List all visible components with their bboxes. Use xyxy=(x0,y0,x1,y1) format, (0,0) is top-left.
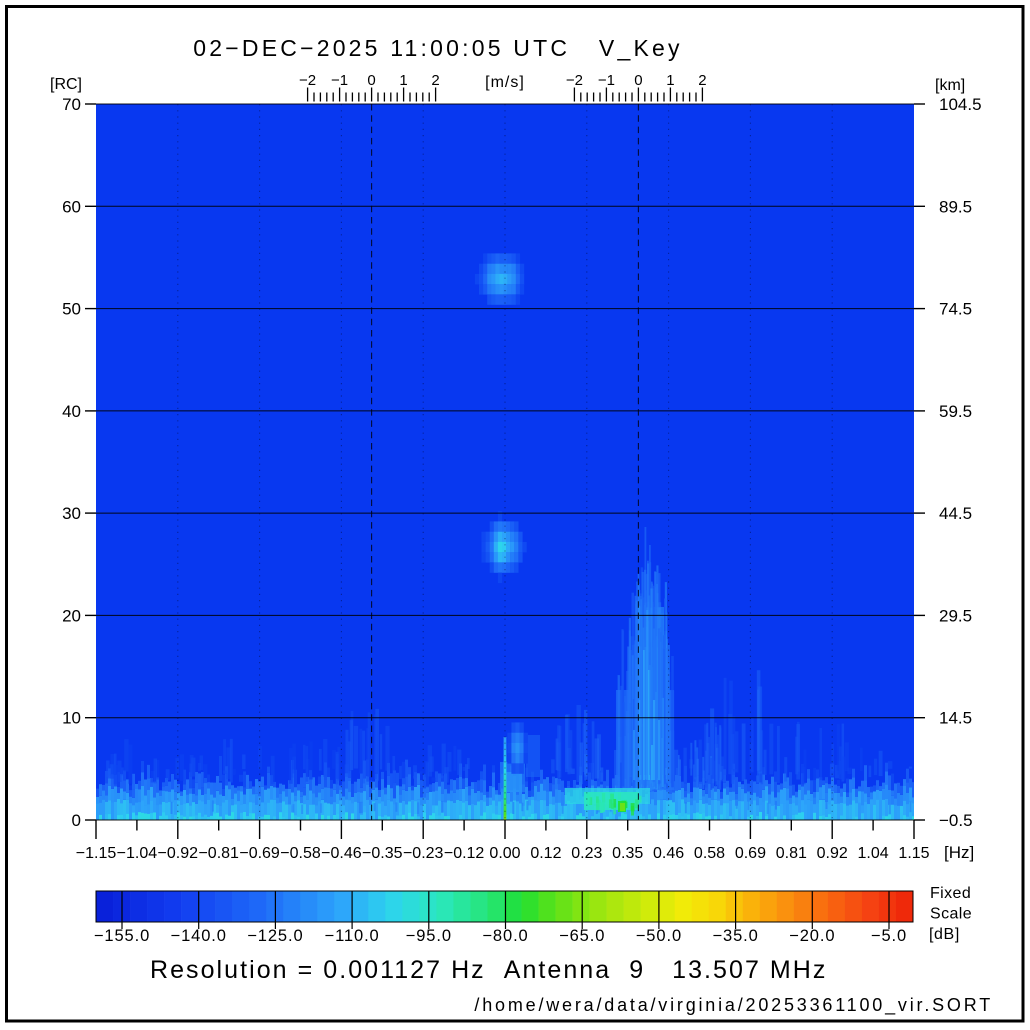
svg-text:−2: −2 xyxy=(299,72,316,89)
svg-text:0.12: 0.12 xyxy=(530,845,561,862)
svg-text:104.5: 104.5 xyxy=(939,95,982,114)
svg-text:0.81: 0.81 xyxy=(776,845,807,862)
svg-text:0: 0 xyxy=(634,72,642,89)
svg-text:−1.04: −1.04 xyxy=(117,845,158,862)
svg-text:[dB]: [dB] xyxy=(929,926,960,943)
svg-text:30: 30 xyxy=(62,504,81,523)
svg-text:−0.58: −0.58 xyxy=(280,845,321,862)
svg-text:−110.0: −110.0 xyxy=(325,927,380,945)
svg-text:−1: −1 xyxy=(598,72,615,89)
svg-text:−155.0: −155.0 xyxy=(94,927,150,945)
svg-text:2: 2 xyxy=(698,72,706,89)
svg-text:−140.0: −140.0 xyxy=(171,927,227,945)
svg-text:14.5: 14.5 xyxy=(939,709,972,728)
svg-text:−0.92: −0.92 xyxy=(158,845,199,862)
svg-text:0.46: 0.46 xyxy=(653,845,684,862)
svg-text:02−DEC−2025 11:00:05 UTC V_K: 02−DEC−2025 11:00:05 UTC V_Key xyxy=(193,35,682,61)
svg-text:0: 0 xyxy=(72,811,81,830)
svg-text:−80.0: −80.0 xyxy=(482,927,528,945)
svg-text:0.23: 0.23 xyxy=(571,845,602,862)
svg-text:Resolution = 0.001127 Hz Ante: Resolution = 0.001127 Hz Antenna 9 13.50… xyxy=(150,956,827,984)
svg-text:40: 40 xyxy=(62,402,81,421)
svg-text:Scale: Scale xyxy=(930,906,972,923)
svg-text:[RC]: [RC] xyxy=(50,76,82,93)
svg-text:[m/s]: [m/s] xyxy=(485,74,525,91)
svg-text:−0.12: −0.12 xyxy=(444,845,485,862)
svg-text:/home/wera/data/virginia/20253: /home/wera/data/virginia/20253361100_vir… xyxy=(474,995,993,1016)
svg-text:−0.23: −0.23 xyxy=(403,845,444,862)
svg-text:1.15: 1.15 xyxy=(898,845,929,862)
svg-text:0.69: 0.69 xyxy=(735,845,766,862)
svg-text:−5.0: −5.0 xyxy=(871,927,907,945)
svg-text:[km]: [km] xyxy=(935,77,965,94)
svg-text:70: 70 xyxy=(62,95,81,114)
svg-text:−0.81: −0.81 xyxy=(198,845,239,862)
svg-text:59.5: 59.5 xyxy=(939,402,972,421)
svg-text:−0.46: −0.46 xyxy=(321,845,362,862)
svg-text:2: 2 xyxy=(431,72,439,89)
svg-text:0.35: 0.35 xyxy=(612,845,643,862)
svg-text:0.92: 0.92 xyxy=(817,845,848,862)
svg-text:29.5: 29.5 xyxy=(939,606,972,625)
svg-text:−1.15: −1.15 xyxy=(76,845,117,862)
svg-text:20: 20 xyxy=(62,606,81,625)
svg-text:Fixed: Fixed xyxy=(930,885,971,902)
svg-text:−0.5: −0.5 xyxy=(939,811,973,830)
svg-text:0: 0 xyxy=(367,72,375,89)
svg-text:−50.0: −50.0 xyxy=(636,927,682,945)
svg-text:−0.35: −0.35 xyxy=(362,845,403,862)
svg-text:−95.0: −95.0 xyxy=(406,927,452,945)
svg-text:60: 60 xyxy=(62,197,81,216)
svg-text:1: 1 xyxy=(399,72,407,89)
svg-text:−65.0: −65.0 xyxy=(559,927,605,945)
svg-text:10: 10 xyxy=(62,709,81,728)
svg-text:74.5: 74.5 xyxy=(939,300,972,319)
svg-text:0.00: 0.00 xyxy=(489,845,520,862)
svg-text:1: 1 xyxy=(666,72,674,89)
svg-text:−20.0: −20.0 xyxy=(789,927,835,945)
svg-text:0.58: 0.58 xyxy=(694,845,725,862)
svg-text:−1: −1 xyxy=(331,72,348,89)
svg-text:1.04: 1.04 xyxy=(858,845,889,862)
svg-text:44.5: 44.5 xyxy=(939,504,972,523)
svg-text:−35.0: −35.0 xyxy=(712,927,758,945)
svg-text:50: 50 xyxy=(62,300,81,319)
svg-text:−0.69: −0.69 xyxy=(239,845,280,862)
svg-text:89.5: 89.5 xyxy=(939,197,972,216)
svg-text:[Hz]: [Hz] xyxy=(944,843,974,862)
svg-text:−125.0: −125.0 xyxy=(247,927,303,945)
svg-text:−2: −2 xyxy=(566,72,583,89)
